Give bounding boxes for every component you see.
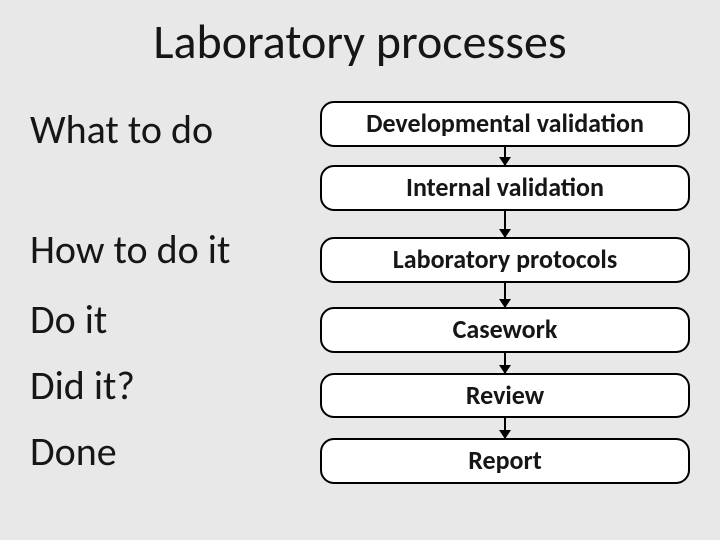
right-column: Developmental validation Internal valida…	[320, 101, 690, 484]
process-box-casework: Casework	[320, 307, 690, 353]
left-label-what: What to do	[30, 109, 310, 201]
page-title: Laboratory processes	[30, 12, 690, 71]
process-box-dev-validation: Developmental validation	[320, 101, 690, 147]
process-box-lab-protocols: Laboratory protocols	[320, 237, 690, 283]
process-box-internal-validation: Internal validation	[320, 165, 690, 211]
arrow-icon	[504, 211, 506, 237]
slide: Laboratory processes What to do How to d…	[0, 0, 720, 540]
process-box-review: Review	[320, 373, 690, 419]
left-column: What to do How to do it Do it Did it? Do…	[30, 101, 310, 484]
arrow-icon	[504, 283, 506, 307]
left-label-did: Did it?	[30, 365, 310, 413]
left-label-done: Done	[30, 431, 310, 479]
process-box-report: Report	[320, 438, 690, 484]
left-label-how: How to do it	[30, 229, 310, 277]
left-label-do: Do it	[30, 299, 310, 347]
arrow-icon	[504, 353, 506, 373]
arrow-icon	[504, 147, 506, 165]
content-area: What to do How to do it Do it Did it? Do…	[30, 101, 690, 484]
arrow-icon	[504, 418, 506, 438]
